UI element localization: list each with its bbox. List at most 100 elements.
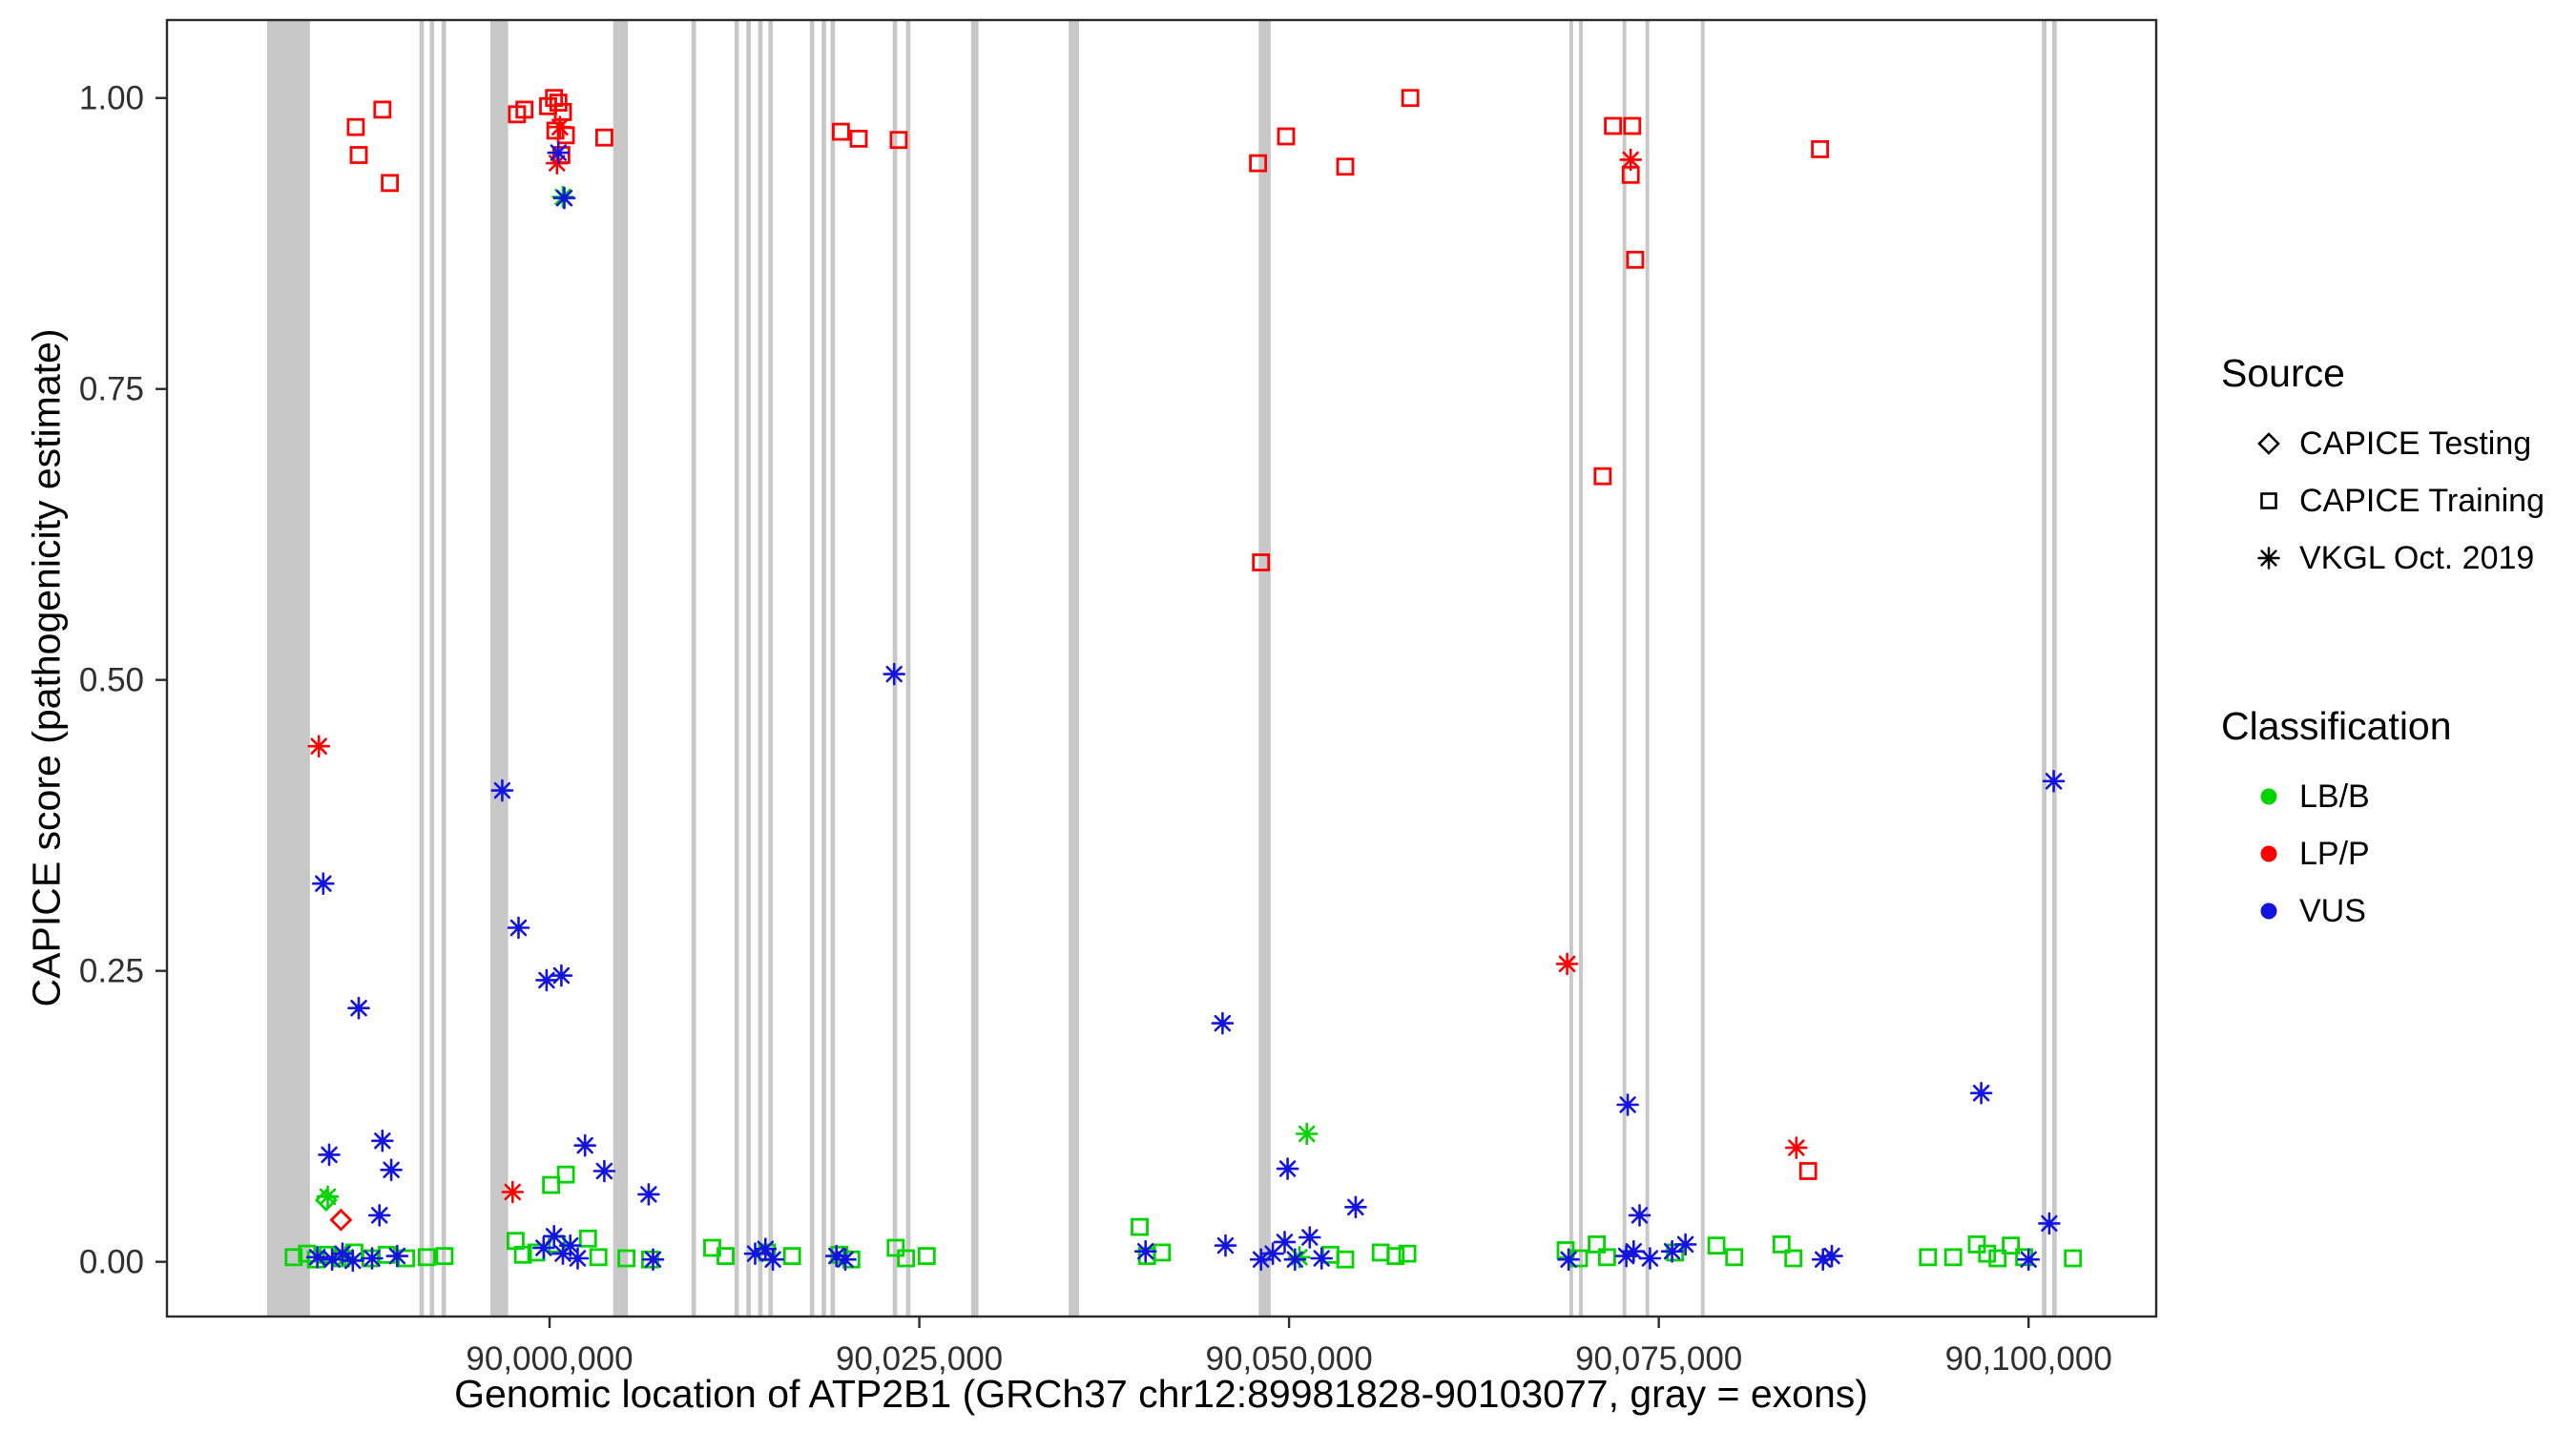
data-point-square [1371, 1243, 1390, 1262]
data-point-square [578, 1229, 597, 1248]
legend-label: CAPICE Testing [2299, 425, 2532, 462]
data-point-square [1919, 1248, 1938, 1267]
data-point-asterisk [1261, 1242, 1284, 1265]
data-point-square [917, 1247, 936, 1265]
data-point-square [1153, 1243, 1172, 1262]
data-point-asterisk [316, 1185, 340, 1209]
panel-border [165, 18, 2158, 1318]
legend-classification: Classification LB/B LP/P VUS [2221, 704, 2452, 947]
data-point-asterisk [1295, 1122, 1319, 1146]
data-point-square [1978, 1244, 1997, 1263]
data-point-asterisk [1622, 1239, 1646, 1263]
data-point-square [1798, 1162, 1818, 1180]
data-point-asterisk [1785, 1136, 1808, 1159]
legend-item-capice-training: CAPICE Training [2221, 480, 2545, 522]
exon-band [1622, 20, 1627, 1317]
square-icon [2260, 492, 2277, 509]
legend-source: Source CAPICE Testing CAPICE Training VK… [2221, 351, 2545, 594]
exon-band [905, 20, 911, 1317]
exon-band [758, 20, 763, 1317]
exon-band [691, 20, 696, 1317]
data-point-square [886, 1238, 905, 1257]
data-point-square [373, 100, 392, 119]
exon-band [429, 20, 435, 1317]
legend-item-vkgl: VKGL Oct. 2019 [2221, 537, 2545, 579]
data-point-square [435, 1247, 454, 1265]
data-point-asterisk [347, 996, 370, 1020]
x-tick-label: 90,050,000 [1206, 1340, 1373, 1378]
data-point-asterisk [1638, 1247, 1662, 1270]
data-point-square [513, 1245, 532, 1264]
data-point-asterisk [1276, 1157, 1299, 1180]
data-point-diamond [329, 1208, 353, 1232]
data-point-asterisk [1619, 148, 1642, 172]
data-point-square [1988, 1249, 2007, 1268]
exon-band [2052, 20, 2057, 1317]
data-point-square [515, 100, 534, 119]
data-point-asterisk [1283, 1248, 1307, 1271]
y-tick-label: 0.75 [79, 371, 144, 408]
data-point-square [2002, 1236, 2021, 1255]
data-point-square [542, 1175, 560, 1194]
asterisk-icon [2257, 547, 2280, 570]
data-point-asterisk [573, 1133, 596, 1157]
exon-band [613, 20, 629, 1317]
x-tick-label: 90,100,000 [1945, 1340, 2112, 1378]
data-point-square [349, 146, 368, 164]
exon-band [1579, 20, 1583, 1317]
data-point-square [381, 174, 400, 193]
x-tick-label: 90,000,000 [466, 1340, 633, 1378]
data-point-asterisk [2042, 770, 2066, 793]
data-point-asterisk [566, 1247, 590, 1270]
data-point-asterisk [551, 1242, 574, 1265]
data-point-asterisk [532, 1236, 555, 1259]
data-point-asterisk [305, 1246, 329, 1269]
data-point-square [1386, 1247, 1405, 1265]
legend-item-lpp: LP/P [2221, 833, 2452, 875]
data-point-square [1604, 116, 1622, 135]
exon-band [1568, 20, 1573, 1317]
data-point-asterisk [1344, 1195, 1367, 1219]
data-point-asterisk [361, 1247, 384, 1270]
data-point-asterisk [1820, 1244, 1843, 1268]
data-point-square [782, 1247, 801, 1265]
data-point-square [1336, 157, 1355, 176]
data-point-asterisk [1616, 1093, 1639, 1116]
data-point-asterisk [535, 968, 558, 992]
data-point-asterisk [1969, 1082, 1993, 1105]
data-point-square [589, 1248, 608, 1267]
data-point-square [1784, 1249, 1803, 1268]
legend-classification-title: Classification [2221, 704, 2452, 748]
data-point-square [897, 1249, 915, 1268]
data-point-square [417, 1248, 436, 1267]
exon-band [821, 20, 826, 1317]
data-point-asterisk [318, 1143, 341, 1167]
x-tick-label: 90,075,000 [1575, 1340, 1742, 1378]
data-point-asterisk [307, 735, 330, 757]
legend-label: LB/B [2299, 778, 2370, 815]
exon-band [266, 20, 310, 1317]
exon-band [441, 20, 447, 1317]
legend-item-lbb: LB/B [2221, 776, 2452, 818]
data-point-square [1588, 1235, 1606, 1254]
data-point-asterisk [1628, 1204, 1652, 1227]
data-point-asterisk [1211, 1011, 1235, 1035]
data-point-asterisk [1273, 1231, 1297, 1254]
data-point-asterisk [546, 152, 569, 175]
data-point-asterisk [312, 872, 335, 895]
data-point-square [1398, 1244, 1417, 1263]
data-point-asterisk [380, 1158, 403, 1182]
y-tick-label: 1.00 [79, 80, 144, 117]
data-point-asterisk [834, 1248, 857, 1271]
legend-item-vus: VUS [2221, 890, 2452, 932]
data-point-square [1811, 139, 1829, 158]
circle-blue-icon [2260, 902, 2277, 920]
legend-label: CAPICE Training [2299, 482, 2545, 519]
exon-band [490, 20, 509, 1317]
data-point-square [1401, 89, 1420, 108]
data-point-square [1252, 553, 1271, 571]
data-point-square [889, 131, 908, 150]
exon-band [1700, 20, 1705, 1317]
exon-band [809, 20, 815, 1317]
